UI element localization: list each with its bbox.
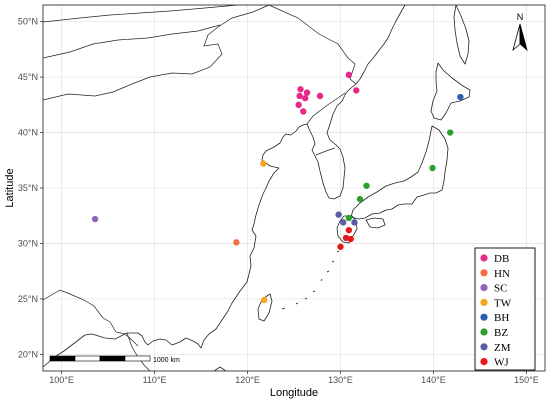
legend-label-hn: HN [494, 268, 510, 280]
north-arrow: N [512, 12, 528, 52]
scale-bar-label: 1000 km [153, 357, 180, 364]
site-point-db [297, 86, 304, 93]
north-arrow-right-half [519, 23, 528, 52]
x-tick-label: 100°E [49, 375, 74, 385]
site-point-db [316, 92, 324, 100]
site-point-sc [91, 215, 99, 223]
site-point-db [295, 101, 302, 109]
site-point-hn [233, 239, 240, 246]
ryukyu-islands [281, 250, 340, 310]
island-hainan [213, 366, 227, 372]
border-china-mongolia [42, 4, 270, 101]
x-axis: 100°E 110°E 120°E 130°E 140°E 150°E [49, 371, 539, 385]
legend-swatch-bh [480, 313, 488, 321]
site-point-db [300, 108, 307, 115]
y-tick-label: 50°N [18, 17, 38, 27]
coastline-korea [306, 83, 357, 200]
x-tick-label: 110°E [143, 375, 167, 385]
scale-bar-segment-4 [124, 355, 151, 362]
x-tick-label: 140°E [421, 375, 446, 385]
site-point-zm [335, 211, 342, 218]
legend-label-zm: ZM [494, 342, 511, 354]
legend-label-sc: SC [494, 283, 507, 295]
x-tick-label: 130°E [328, 375, 353, 385]
north-label: N [517, 12, 524, 22]
island-hokkaido [430, 62, 471, 121]
site-point-zm [351, 219, 358, 226]
legend-swatch-db [480, 254, 488, 262]
site-point-tw [261, 296, 268, 304]
island-taiwan [257, 293, 273, 322]
y-tick-label: 30°N [18, 238, 38, 248]
site-point-db [296, 92, 303, 100]
coastline-russia [355, 4, 406, 85]
site-point-wj [337, 243, 344, 250]
border-russia-mongolia [42, 24, 221, 59]
island-honshu [350, 125, 449, 220]
x-tick-label: 120°E [235, 375, 260, 385]
site-point-tw [260, 160, 267, 167]
y-tick-label: 25°N [18, 294, 38, 304]
legend-label-bz: BZ [494, 327, 508, 339]
site-point-db [353, 87, 360, 94]
coastline-asia [42, 123, 308, 368]
site-point-db [303, 89, 311, 96]
y-tick-label: 20°N [18, 349, 38, 359]
legend-swatch-bz [480, 328, 488, 336]
legend-label-bh: BH [494, 312, 509, 324]
site-point-db [301, 94, 309, 102]
border-russia-mongolia-east [42, 4, 239, 23]
island-sakhalin [453, 4, 470, 65]
sampling-sites [91, 71, 464, 304]
basemap [42, 4, 471, 372]
scale-bar-segment-2 [74, 355, 101, 362]
scale-bar-segment-1 [49, 355, 76, 362]
y-axis: 20°N 25°N 30°N 35°N 40°N 45°N 50°N [18, 17, 43, 359]
scale-bar-segment-3 [99, 355, 126, 362]
site-point-bz [345, 214, 353, 222]
y-axis-title: Latitude [4, 168, 16, 207]
x-axis-title: Longitude [270, 387, 318, 399]
site-point-bz [446, 129, 454, 136]
legend-label-db: DB [494, 253, 509, 265]
legend-label-tw: TW [494, 297, 512, 309]
panel: N 1000 km DB HN SC TW BH BZ ZM WJ [42, 4, 546, 372]
border-china-korea [306, 92, 346, 125]
legend-swatch-sc [480, 284, 488, 292]
legend-swatch-hn [480, 269, 488, 277]
island-shikoku [365, 217, 386, 229]
y-tick-label: 45°N [18, 72, 38, 82]
site-point-wj [345, 226, 353, 234]
site-point-bz [363, 182, 370, 189]
border-korea-dmz [315, 147, 336, 156]
legend-swatch-zm [480, 343, 488, 351]
y-tick-label: 35°N [18, 183, 38, 193]
site-point-wj [347, 235, 354, 243]
site-point-zm [340, 219, 347, 226]
y-tick-label: 40°N [18, 128, 38, 138]
legend-swatch-wj [480, 358, 488, 366]
legend-swatch-tw [480, 298, 488, 306]
site-point-db [345, 71, 353, 79]
scale-bar: 1000 km [49, 355, 180, 364]
x-tick-label: 150°E [514, 375, 539, 385]
site-point-bz [356, 195, 364, 203]
site-point-bz [429, 164, 436, 172]
legend: DB HN SC TW BH BZ ZM WJ [474, 247, 536, 371]
site-point-bh [457, 93, 464, 101]
legend-label-wj: WJ [494, 357, 509, 369]
